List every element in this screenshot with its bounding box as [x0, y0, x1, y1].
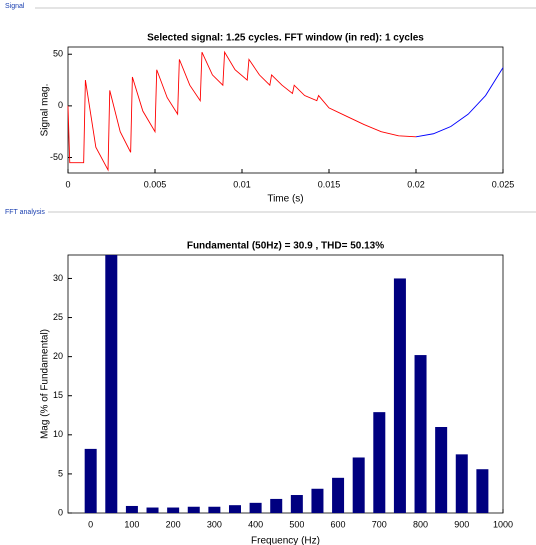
bar: [414, 355, 427, 513]
x-tick-label: 900: [454, 519, 469, 529]
y-tick-label: 25: [53, 312, 63, 322]
bar: [208, 506, 221, 513]
x-axis-label: Time (s): [267, 194, 303, 205]
x-tick-label: 500: [289, 519, 304, 529]
bar: [455, 454, 468, 513]
x-tick-label: 0.02: [407, 179, 425, 189]
bar: [311, 488, 324, 513]
x-tick-label: 0.015: [318, 179, 341, 189]
y-tick-label: 10: [53, 429, 63, 439]
bar: [84, 448, 97, 513]
bar: [290, 495, 303, 513]
x-tick-label: 0: [88, 519, 93, 529]
bar: [105, 255, 118, 513]
bar: [476, 469, 489, 513]
bar: [187, 506, 200, 513]
x-tick-label: 600: [331, 519, 346, 529]
x-tick-label: 700: [372, 519, 387, 529]
x-axis-label: Frequency (Hz): [251, 536, 320, 545]
x-tick-label: 100: [124, 519, 139, 529]
bar: [249, 502, 262, 513]
bar: [270, 498, 283, 513]
plot-area: [67, 46, 504, 174]
y-tick-label: 5: [58, 468, 63, 478]
bar: [352, 457, 365, 513]
plot-area: [67, 254, 504, 514]
x-tick-label: 0: [65, 179, 70, 189]
bar: [435, 427, 448, 513]
signal-line: [415, 67, 504, 138]
x-tick-label: 0.005: [144, 179, 167, 189]
bar: [373, 412, 386, 513]
x-tick-label: 0.01: [233, 179, 251, 189]
bar: [125, 505, 138, 513]
x-tick-label: 200: [166, 519, 181, 529]
bar: [332, 477, 345, 513]
y-tick-label: 15: [53, 390, 63, 400]
signal-line: [67, 50, 417, 172]
bar: [167, 507, 180, 513]
chart-title: Fundamental (50Hz) = 30.9 , THD= 50.13%: [187, 241, 384, 252]
x-tick-label: 400: [248, 519, 263, 529]
y-tick-label: -50: [50, 152, 63, 162]
y-axis-label: Mag (% of Fundamental): [40, 329, 51, 439]
x-tick-label: 800: [413, 519, 428, 529]
y-tick-label: 0: [58, 100, 63, 110]
y-tick-label: 0: [58, 507, 63, 517]
y-tick-label: 20: [53, 351, 63, 361]
bar: [393, 278, 406, 513]
y-axis-label: Signal mag.: [40, 84, 51, 137]
panel-label: FFT analysis: [5, 209, 45, 216]
y-tick-label: 50: [53, 49, 63, 59]
x-tick-label: 1000: [493, 519, 513, 529]
bar: [146, 507, 159, 513]
y-tick-label: 30: [53, 273, 63, 283]
panel-label: Signal: [5, 3, 25, 10]
x-tick-label: 300: [207, 519, 222, 529]
chart-title: Selected signal: 1.25 cycles. FFT window…: [147, 33, 424, 44]
x-tick-label: 0.025: [492, 179, 515, 189]
bar: [228, 505, 241, 513]
